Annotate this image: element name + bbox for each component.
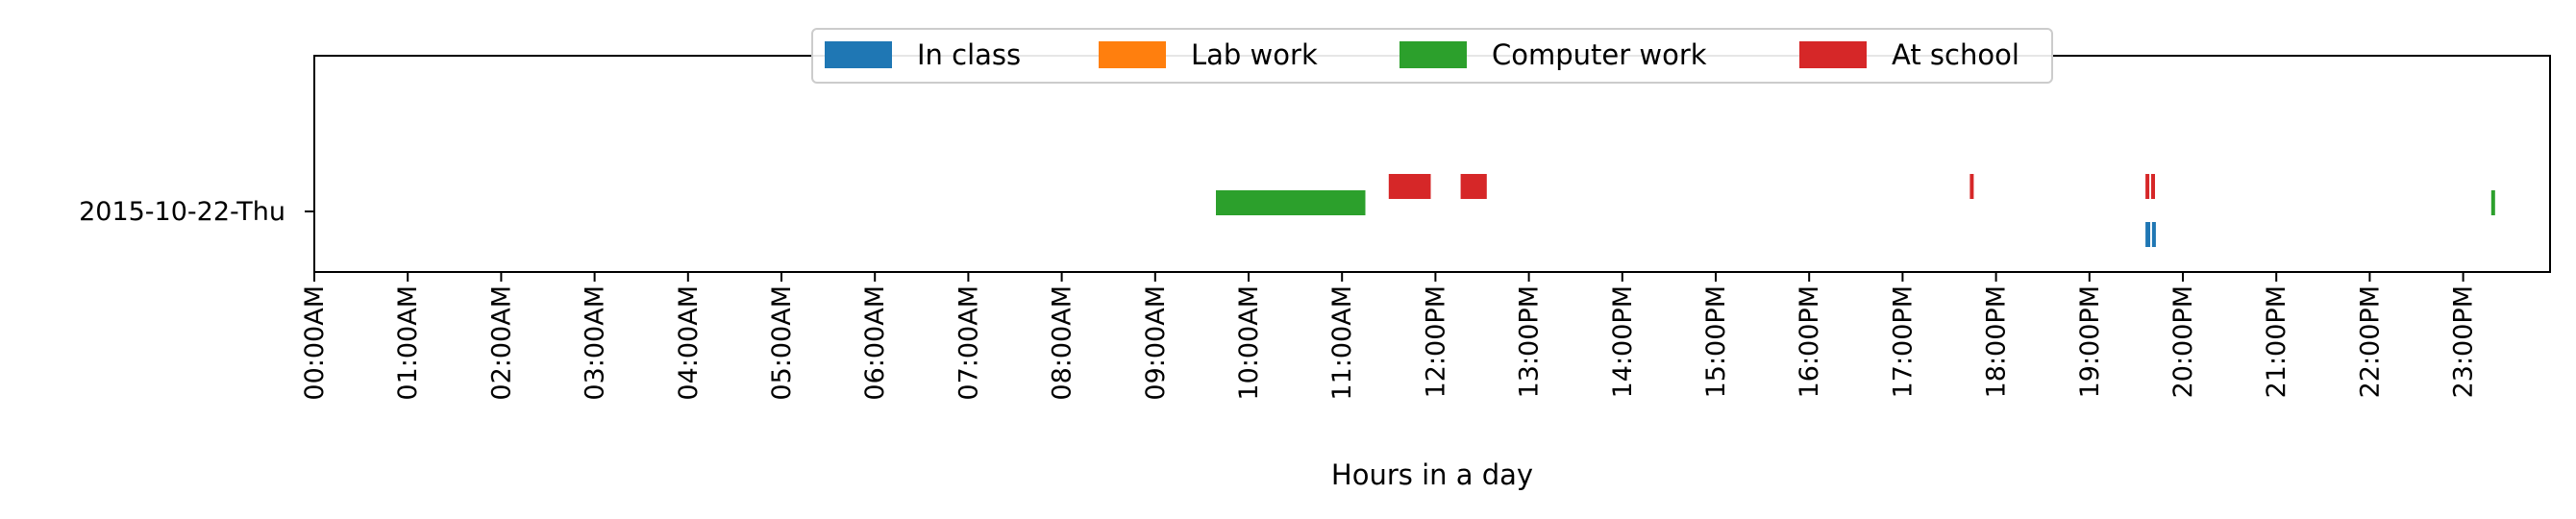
y-tick-label: 2015-10-22-Thu xyxy=(79,197,285,227)
x-tick-label: 01:00AM xyxy=(393,285,423,401)
x-tick-label: 22:00PM xyxy=(2355,285,2385,398)
x-tick-label: 05:00AM xyxy=(767,285,797,401)
bar-at-school xyxy=(1460,174,1487,199)
activity-bars xyxy=(1216,174,2495,247)
x-tick-label: 18:00PM xyxy=(1982,285,2012,398)
legend-swatch xyxy=(1799,41,1867,68)
x-tick-label: 21:00PM xyxy=(2262,285,2291,398)
x-tick-label: 12:00PM xyxy=(1421,285,1450,398)
legend-swatch xyxy=(1399,41,1467,68)
bar-at-school xyxy=(2151,174,2155,199)
bar-computer-work xyxy=(2490,190,2495,215)
x-tick-label: 13:00PM xyxy=(1515,285,1545,398)
legend-label: Lab work xyxy=(1191,38,1318,71)
x-axis: 00:00AM 01:00AM 02:00AM 03:00AM 04:00AM 05:00… xyxy=(300,272,2479,401)
legend-label: In class xyxy=(917,38,1021,71)
x-tick-label: 19:00PM xyxy=(2075,285,2105,398)
x-tick-label: 14:00PM xyxy=(1608,285,1638,398)
x-tick-label: 16:00PM xyxy=(1795,285,1824,398)
bar-at-school xyxy=(1388,174,1431,199)
x-tick-label: 08:00AM xyxy=(1048,285,1077,401)
x-tick-label: 06:00AM xyxy=(860,285,890,401)
x-tick-label: 09:00AM xyxy=(1141,285,1171,401)
x-tick-label: 04:00AM xyxy=(674,285,704,401)
x-tick-label: 23:00PM xyxy=(2449,285,2479,398)
bar-in-class xyxy=(2151,222,2156,247)
legend-swatch xyxy=(825,41,892,68)
x-tick-label: 17:00PM xyxy=(1888,285,1918,398)
x-tick-label: 03:00AM xyxy=(581,285,610,401)
x-tick-label: 07:00AM xyxy=(954,285,983,401)
plot-frame xyxy=(313,55,2551,273)
bar-at-school xyxy=(2145,174,2150,199)
legend: In class Lab work Computer work At school xyxy=(811,28,2053,84)
x-tick-label: 20:00PM xyxy=(2168,285,2198,398)
x-tick-label: 10:00AM xyxy=(1234,285,1264,401)
x-axis-label: Hours in a day xyxy=(1331,458,1533,491)
x-tick-label: 15:00PM xyxy=(1701,285,1731,398)
x-tick-label: 02:00AM xyxy=(486,285,516,401)
bar-at-school xyxy=(1969,174,1974,199)
bar-computer-work xyxy=(1216,190,1366,215)
legend-label: Computer work xyxy=(1492,38,1707,71)
x-tick-label: 00:00AM xyxy=(300,285,330,401)
y-axis: 2015-10-22-Thu xyxy=(79,197,314,227)
legend-label: At school xyxy=(1892,38,2019,71)
bar-in-class xyxy=(2145,222,2150,247)
legend-swatch xyxy=(1099,41,1166,68)
x-tick-label: 11:00AM xyxy=(1327,285,1357,401)
